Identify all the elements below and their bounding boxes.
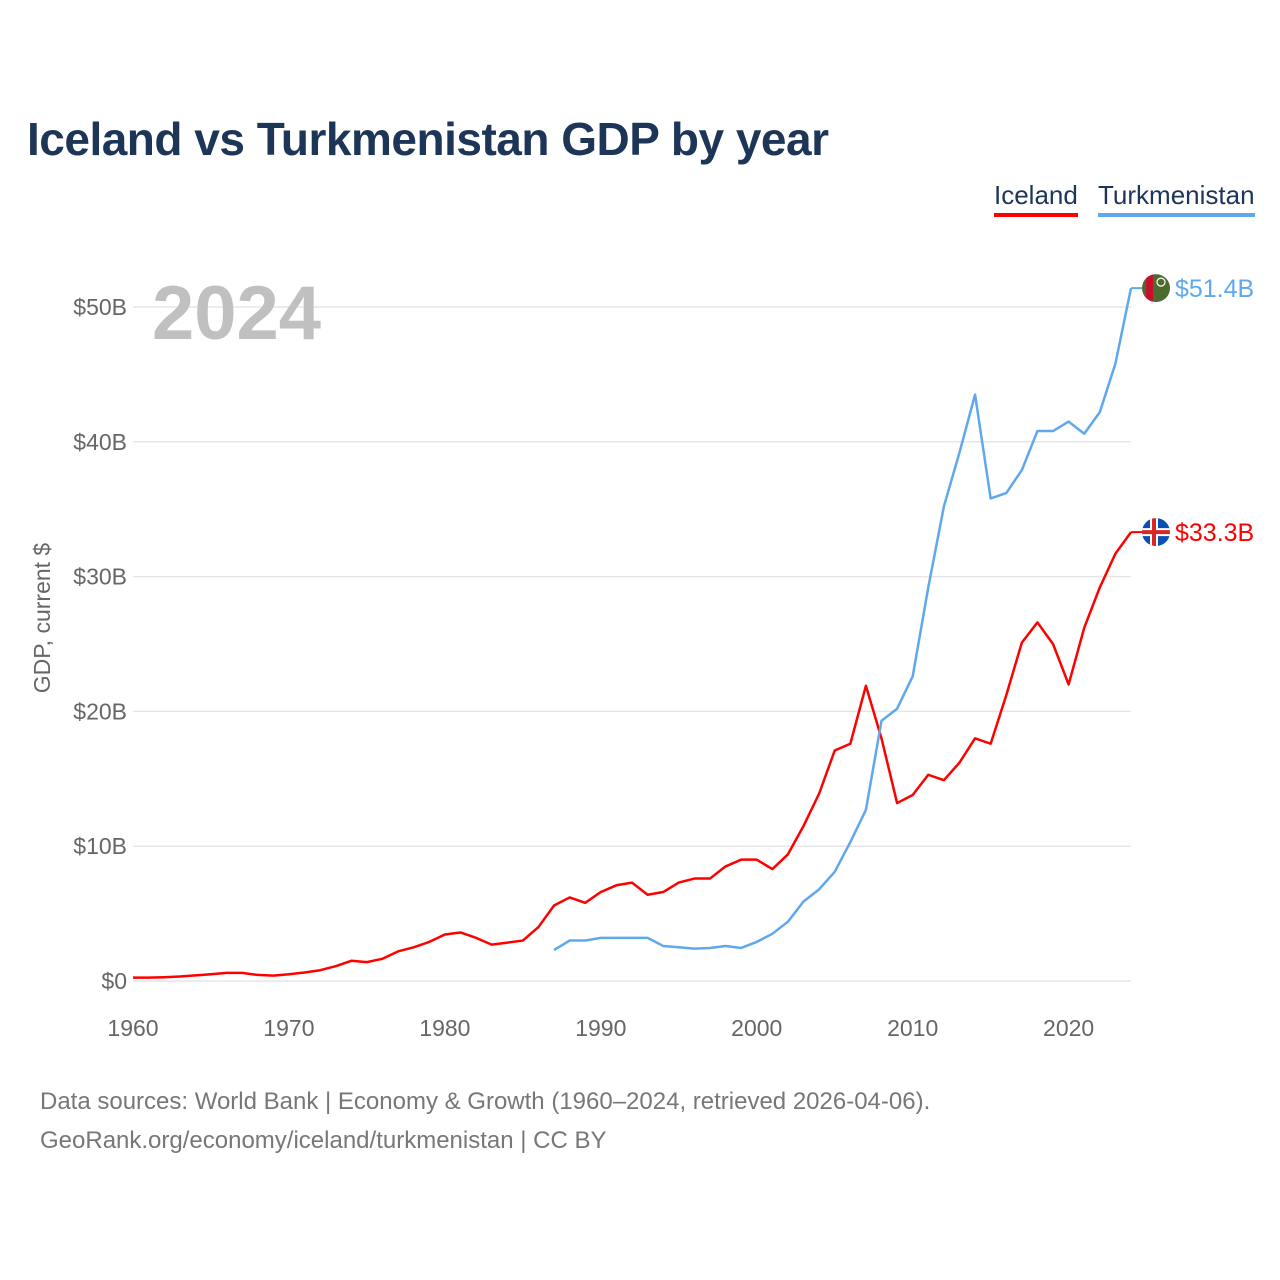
y-tick-label: $20B	[73, 698, 127, 724]
flag-body	[1142, 274, 1170, 303]
x-tick-label: 2000	[731, 1015, 782, 1041]
footer: Data sources: World Bank | Economy & Gro…	[40, 1082, 930, 1160]
series-line-turkmenistan	[553, 287, 1133, 952]
y-tick-label: $10B	[73, 833, 127, 859]
flag-stripe	[1146, 274, 1153, 303]
x-tick-label: 2020	[1043, 1015, 1094, 1041]
flag-body	[1142, 518, 1170, 547]
footer-link[interactable]: GeoRank.org/economy/iceland/turkmenistan…	[40, 1127, 607, 1154]
chart-title: Iceland vs Turkmenistan GDP by year	[27, 113, 829, 165]
y-axis-label: GDP, current $	[29, 543, 55, 694]
legend-turkmenistan[interactable]: Turkmenistan	[1098, 180, 1255, 217]
y-tick-label: $40B	[73, 429, 127, 455]
end-value-label: $33.3B	[1175, 519, 1254, 547]
iceland-flag-icon	[1142, 518, 1170, 547]
x-tick-label: 1960	[107, 1015, 158, 1041]
flag-cross	[1152, 518, 1156, 547]
y-tick-label: $50B	[73, 294, 127, 320]
x-tick-label: 1980	[419, 1015, 470, 1041]
legend-iceland[interactable]: Iceland	[994, 180, 1078, 217]
year-label: 2024	[152, 271, 321, 356]
flag-crescent	[1156, 277, 1166, 287]
y-tick-label: $30B	[73, 564, 127, 590]
series-line-iceland	[133, 531, 1133, 979]
x-tick-label: 1970	[263, 1015, 314, 1041]
x-tick-label: 2010	[887, 1015, 938, 1041]
end-value-label: $51.4B	[1175, 275, 1254, 303]
y-tick-label: $0	[101, 968, 127, 994]
turkmenistan-flag-icon	[1142, 274, 1170, 303]
footer-sources: Data sources: World Bank | Economy & Gro…	[40, 1088, 931, 1115]
x-tick-label: 1990	[575, 1015, 626, 1041]
